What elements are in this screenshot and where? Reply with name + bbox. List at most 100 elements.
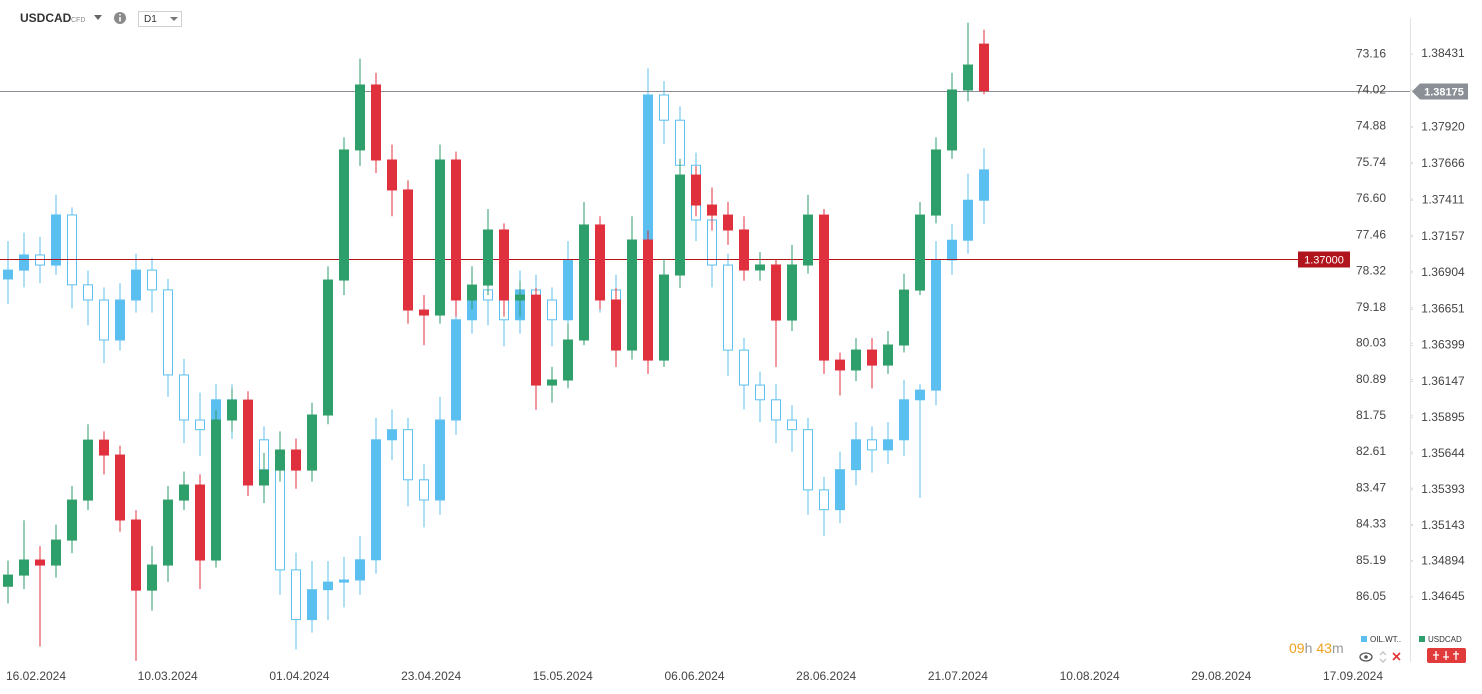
symbol-dropdown[interactable] [94,15,102,20]
candle-body [307,589,317,621]
countdown: 09h 43m [1289,640,1344,656]
y-tick-label: 1.36651 [1421,301,1465,315]
candle-body [787,419,797,431]
x-tick-label: 28.06.2024 [796,669,856,683]
candle-body [819,214,829,361]
symbol-kind: CFD [71,17,85,24]
candle-body [115,454,125,521]
candle-body [51,539,61,566]
y2-tick-label: 74.02 [1356,82,1386,96]
price-badge-label: 1.38175 [1424,86,1464,98]
candle-body [931,149,941,216]
x-tick-label: 15.05.2024 [533,669,593,683]
candle-body [19,254,29,271]
candle-body [339,149,349,281]
candle-body [275,449,285,471]
y-tick-label: 1.36399 [1421,338,1465,352]
y-tick-label: 1.37411 [1422,192,1465,206]
price-badge [1412,83,1468,100]
candle-body [707,204,717,216]
candle-body [979,43,989,92]
x-tick-label: 06.06.2024 [664,669,724,683]
candle-body [323,279,333,416]
candle-body [35,559,45,566]
y2-tick-label: 79.18 [1356,300,1386,314]
y2-tick-label: 74.88 [1356,119,1386,133]
candle-body [803,214,813,266]
interval-select[interactable] [138,11,182,27]
reorder-button[interactable] [1379,651,1387,663]
candle-body [451,159,461,301]
candle-body [851,349,861,371]
candle-body [915,389,925,401]
candle-body [243,399,253,486]
candle-body [771,264,781,321]
candle-body [419,309,429,316]
visibility-toggle[interactable] [1359,652,1373,662]
countdown-minutes-unit: m [1332,640,1344,656]
candle-body [467,284,477,301]
candle-body [131,269,141,301]
candle-body [883,439,893,451]
x-tick-label: 23.04.2024 [401,669,461,683]
x-tick-label: 17.09.2024 [1323,669,1383,683]
candle-body [387,159,397,191]
candle-body [147,564,157,591]
candle-body [435,159,445,316]
y-tick-label: 1.34894 [1421,553,1465,567]
candle-body [899,289,909,346]
candle-body [3,574,13,587]
candle-body [419,479,429,501]
y2-tick-label: 80.89 [1356,372,1386,386]
candle-body [739,229,749,271]
candle-body [211,419,221,561]
y-tick-label: 1.37157 [1421,229,1465,243]
y-tick-label: 1.35393 [1421,482,1465,496]
x-tick-label: 29.08.2024 [1191,669,1251,683]
candle-body [355,84,365,151]
candle-body [259,469,269,486]
y2-tick-label: 83.47 [1356,480,1386,494]
candle-body [291,449,301,471]
candle-body [99,299,109,341]
candle-body [307,414,317,471]
x-tick-label: 10.03.2024 [138,669,198,683]
candle-body [67,499,77,541]
candle-body [723,214,733,231]
y2-tick-label: 77.46 [1356,227,1386,241]
candle-body [547,379,557,386]
y2-tick-label: 84.33 [1356,517,1386,531]
candle-body [227,399,237,421]
candle-body [179,374,189,421]
y-tick-label: 1.36147 [1421,374,1465,388]
candle-body [403,189,413,311]
candle-body [83,439,93,501]
remove-button[interactable] [1392,652,1401,661]
info-icon-dot [119,13,121,16]
candle-body [755,264,765,271]
symbol-name[interactable]: USDCAD [20,11,72,25]
candle-body [755,384,765,401]
candle-body [3,269,13,280]
candle-body [771,399,781,421]
candle-body [435,419,445,501]
candle-body [883,344,893,366]
candle-body [99,439,109,456]
y2-tick-label: 75.74 [1356,155,1386,169]
candle-body [611,299,621,351]
y2-tick-label: 73.16 [1356,46,1386,60]
candle-body [387,429,397,441]
candle-body [163,499,173,566]
candle-body [947,239,957,261]
candle-body [835,469,845,511]
candle-body [691,174,701,206]
candle-body [195,484,205,561]
candle-body [787,264,797,321]
y2-tick-label: 80.03 [1356,336,1386,350]
candle-body [915,214,925,291]
candle-body [963,199,973,241]
candle-body [867,349,877,366]
candle-body [643,239,653,361]
candle-body [163,289,173,376]
